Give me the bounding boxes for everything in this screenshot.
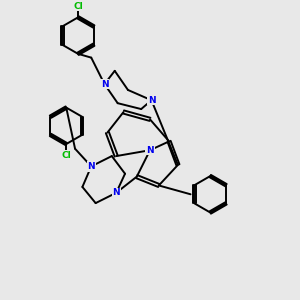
Text: Cl: Cl: [73, 2, 83, 11]
Text: N: N: [100, 80, 108, 88]
Text: N: N: [146, 146, 154, 155]
Text: Cl: Cl: [61, 151, 71, 160]
Text: N: N: [148, 96, 155, 105]
Text: N: N: [87, 162, 95, 171]
Text: N: N: [112, 188, 120, 197]
